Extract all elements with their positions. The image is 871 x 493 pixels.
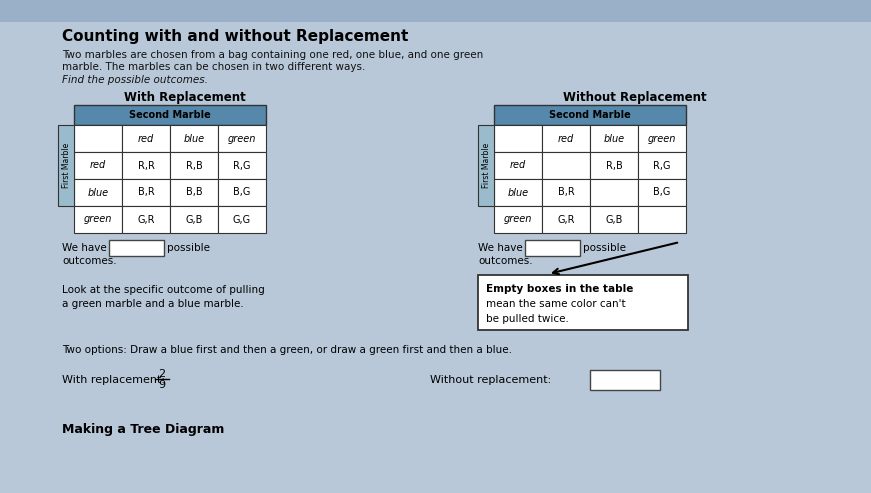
FancyBboxPatch shape	[542, 152, 590, 179]
FancyBboxPatch shape	[170, 179, 218, 206]
Text: green: green	[228, 134, 256, 143]
FancyBboxPatch shape	[218, 125, 266, 152]
Text: possible: possible	[583, 243, 626, 253]
Text: R,R: R,R	[138, 161, 154, 171]
FancyBboxPatch shape	[218, 179, 266, 206]
FancyBboxPatch shape	[542, 206, 590, 233]
FancyBboxPatch shape	[590, 370, 660, 390]
Text: G,R: G,R	[138, 214, 155, 224]
FancyBboxPatch shape	[0, 0, 871, 22]
Text: With Replacement: With Replacement	[125, 91, 246, 104]
Text: be pulled twice.: be pulled twice.	[486, 314, 569, 324]
FancyBboxPatch shape	[122, 179, 170, 206]
Text: outcomes.: outcomes.	[62, 256, 117, 266]
Text: blue: blue	[184, 134, 205, 143]
FancyBboxPatch shape	[74, 125, 122, 152]
FancyBboxPatch shape	[590, 125, 638, 152]
FancyBboxPatch shape	[58, 125, 74, 206]
FancyBboxPatch shape	[218, 152, 266, 179]
FancyBboxPatch shape	[494, 125, 542, 152]
Text: We have: We have	[478, 243, 523, 253]
FancyBboxPatch shape	[494, 179, 542, 206]
FancyBboxPatch shape	[122, 152, 170, 179]
Text: B,G: B,G	[653, 187, 671, 198]
Text: blue: blue	[508, 187, 529, 198]
Text: Two options: Draw a blue first and then a green, or draw a green first and then : Two options: Draw a blue first and then …	[62, 345, 512, 355]
Text: With replacement:: With replacement:	[62, 375, 168, 385]
Text: B,R: B,R	[138, 187, 154, 198]
FancyBboxPatch shape	[638, 125, 686, 152]
Text: R,G: R,G	[653, 161, 671, 171]
Text: red: red	[557, 134, 574, 143]
FancyBboxPatch shape	[170, 152, 218, 179]
Text: G,B: G,B	[186, 214, 203, 224]
FancyBboxPatch shape	[494, 105, 686, 125]
Text: red: red	[90, 161, 106, 171]
Text: 2: 2	[159, 369, 165, 379]
Text: Without replacement:: Without replacement:	[430, 375, 551, 385]
Text: blue: blue	[604, 134, 625, 143]
Text: Find the possible outcomes.: Find the possible outcomes.	[62, 75, 208, 85]
Text: R,B: R,B	[186, 161, 202, 171]
FancyBboxPatch shape	[494, 206, 542, 233]
Text: Counting with and without Replacement: Counting with and without Replacement	[62, 30, 408, 44]
FancyBboxPatch shape	[638, 152, 686, 179]
Text: 9: 9	[159, 380, 165, 390]
FancyBboxPatch shape	[122, 125, 170, 152]
Text: Two marbles are chosen from a bag containing one red, one blue, and one green: Two marbles are chosen from a bag contai…	[62, 50, 483, 60]
Text: G,G: G,G	[233, 214, 251, 224]
FancyBboxPatch shape	[494, 152, 542, 179]
Text: green: green	[648, 134, 676, 143]
Text: Empty boxes in the table: Empty boxes in the table	[486, 284, 633, 294]
FancyBboxPatch shape	[74, 206, 122, 233]
FancyBboxPatch shape	[109, 240, 164, 256]
Text: G,R: G,R	[557, 214, 575, 224]
Text: green: green	[503, 214, 532, 224]
FancyBboxPatch shape	[590, 179, 638, 206]
Text: a green marble and a blue marble.: a green marble and a blue marble.	[62, 299, 244, 309]
FancyBboxPatch shape	[638, 206, 686, 233]
FancyBboxPatch shape	[218, 206, 266, 233]
Text: B,R: B,R	[557, 187, 574, 198]
FancyBboxPatch shape	[170, 206, 218, 233]
Text: blue: blue	[87, 187, 109, 198]
Text: Second Marble: Second Marble	[549, 110, 631, 120]
FancyBboxPatch shape	[122, 206, 170, 233]
Text: R,B: R,B	[605, 161, 623, 171]
Text: Without Replacement: Without Replacement	[564, 91, 706, 104]
Text: red: red	[138, 134, 154, 143]
FancyBboxPatch shape	[590, 206, 638, 233]
Text: R,G: R,G	[233, 161, 251, 171]
Text: Look at the specific outcome of pulling: Look at the specific outcome of pulling	[62, 285, 265, 295]
Text: B,G: B,G	[233, 187, 251, 198]
FancyBboxPatch shape	[478, 125, 494, 206]
Text: Making a Tree Diagram: Making a Tree Diagram	[62, 423, 225, 436]
Text: possible: possible	[167, 243, 210, 253]
Text: green: green	[84, 214, 112, 224]
Text: B,B: B,B	[186, 187, 202, 198]
Text: mean the same color can't: mean the same color can't	[486, 299, 625, 309]
FancyBboxPatch shape	[74, 105, 266, 125]
Text: G,B: G,B	[605, 214, 623, 224]
FancyBboxPatch shape	[590, 152, 638, 179]
Text: First Marble: First Marble	[482, 143, 490, 188]
Text: First Marble: First Marble	[62, 143, 71, 188]
Text: outcomes.: outcomes.	[478, 256, 533, 266]
FancyBboxPatch shape	[478, 275, 688, 330]
Text: red: red	[510, 161, 526, 171]
FancyBboxPatch shape	[542, 125, 590, 152]
FancyBboxPatch shape	[74, 152, 122, 179]
FancyBboxPatch shape	[525, 240, 580, 256]
Text: marble. The marbles can be chosen in two different ways.: marble. The marbles can be chosen in two…	[62, 62, 365, 72]
FancyBboxPatch shape	[170, 125, 218, 152]
Text: We have: We have	[62, 243, 107, 253]
FancyBboxPatch shape	[542, 179, 590, 206]
FancyBboxPatch shape	[638, 179, 686, 206]
Text: Second Marble: Second Marble	[129, 110, 211, 120]
FancyBboxPatch shape	[74, 179, 122, 206]
